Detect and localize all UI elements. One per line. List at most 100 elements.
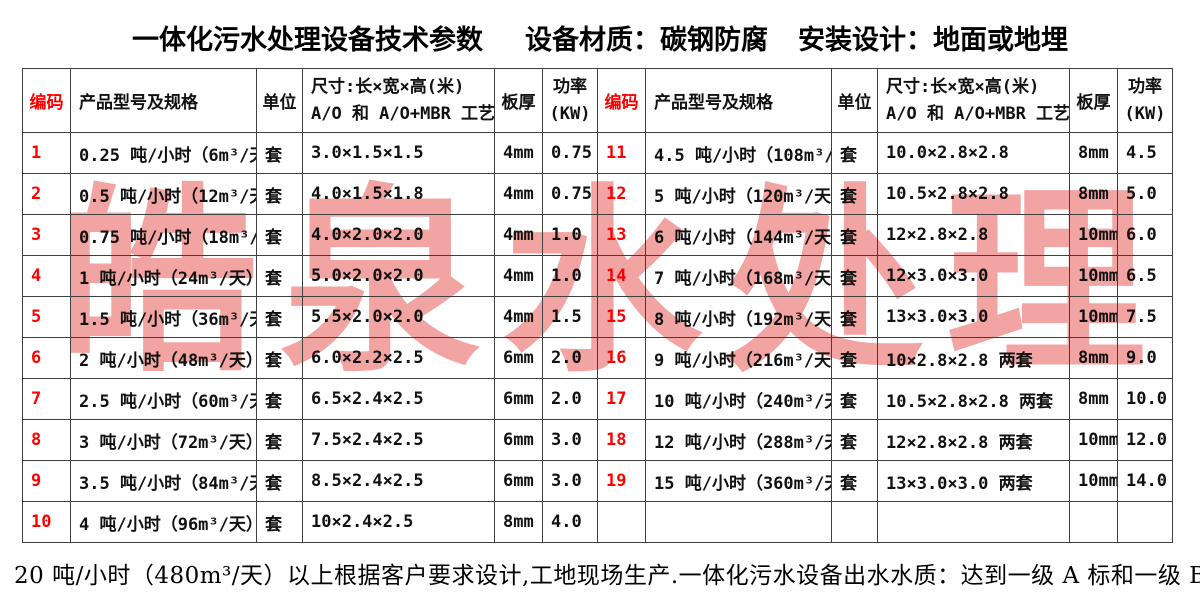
cell-size: 10.5×2.8×2.8	[877, 173, 1070, 215]
cell-unit: 套	[256, 419, 303, 461]
cell-size: 13×3.0×3.0 两套	[877, 460, 1070, 502]
cell-product: 2 吨/小时（48m³/天）	[70, 337, 257, 379]
cell-code: 9	[22, 460, 71, 502]
cell-code: 10	[22, 501, 71, 543]
cell-code: 8	[22, 419, 71, 461]
cell-code: 17	[597, 378, 646, 420]
spec-table-container: 编码 产品型号及规格 单位 尺寸:长×宽×高(米) A/O 和 A/O+MBR …	[22, 68, 1173, 543]
cell-product: 0.75 吨/小时（18m³/天）	[70, 214, 257, 256]
cell-code: 13	[597, 214, 646, 256]
cell-unit: 套	[831, 132, 878, 174]
cell-product: 2.5 吨/小时（60m³/天）	[70, 378, 257, 420]
cell-unit: 套	[831, 419, 878, 461]
cell-power: 9.0	[1117, 337, 1173, 379]
cell-power: 5.0	[1117, 173, 1173, 215]
cell-power: 1.0	[542, 255, 598, 297]
title-main: 一体化污水处理设备技术参数	[132, 25, 483, 55]
table-row: 10 4 吨/小时（96m³/天）套 10×2.4×2.5 8mm 4.0	[22, 501, 1173, 543]
cell-size: 5.5×2.0×2.0	[302, 296, 495, 338]
header-unit-left: 单位	[256, 68, 303, 133]
cell-product: 10 吨/小时（240m³/天）	[645, 378, 832, 420]
cell-code: 5	[22, 296, 71, 338]
cell-code: 4	[22, 255, 71, 297]
cell-product	[645, 501, 832, 543]
cell-power: 1.5	[542, 296, 598, 338]
header-power-line1: 功率	[553, 77, 587, 98]
cell-power: 12.0	[1117, 419, 1173, 461]
cell-size: 10.0×2.8×2.8	[877, 132, 1070, 174]
footer-note: 20 吨/小时（480m³/天）以上根据客户要求设计,工地现场生产.一体化污水设…	[14, 563, 1200, 589]
cell-power: 3.0	[542, 460, 598, 502]
cell-size: 10×2.4×2.5	[302, 501, 495, 543]
cell-power: 6.0	[1117, 214, 1173, 256]
cell-unit: 套	[256, 337, 303, 379]
cell-size: 10×2.8×2.8 两套	[877, 337, 1070, 379]
cell-thickness: 10mm	[1069, 296, 1118, 338]
cell-size: 4.0×1.5×1.8	[302, 173, 495, 215]
cell-product: 12 吨/小时（288m³/天）	[645, 419, 832, 461]
cell-product: 3 吨/小时（72m³/天）	[70, 419, 257, 461]
cell-unit	[831, 501, 878, 543]
cell-size: 4.0×2.0×2.0	[302, 214, 495, 256]
title-install: 安装设计：地面或地埋	[798, 25, 1068, 55]
cell-unit: 套	[831, 337, 878, 379]
cell-thickness: 10mm	[1069, 255, 1118, 297]
cell-code	[597, 501, 646, 543]
header-power-line1: 功率	[1128, 77, 1162, 98]
header-product-left: 产品型号及规格	[70, 68, 257, 133]
cell-thickness: 8mm	[1069, 132, 1118, 174]
cell-product: 15 吨/小时（360m³/天）	[645, 460, 832, 502]
cell-thickness: 4mm	[494, 296, 543, 338]
cell-product: 3.5 吨/小时（84m³/天）	[70, 460, 257, 502]
header-size-line2: A/O 和 A/O+MBR 工艺尺寸	[886, 103, 1070, 124]
cell-unit: 套	[256, 378, 303, 420]
cell-power	[1117, 501, 1173, 543]
cell-product: 6 吨/小时（144m³/天）	[645, 214, 832, 256]
cell-size: 3.0×1.5×1.5	[302, 132, 495, 174]
cell-code: 15	[597, 296, 646, 338]
cell-unit: 套	[831, 460, 878, 502]
header-power-line2: (KW)	[549, 103, 591, 124]
cell-size: 5.0×2.0×2.0	[302, 255, 495, 297]
cell-product: 8 吨/小时（192m³/天）	[645, 296, 832, 338]
header-size-right: 尺寸:长×宽×高(米) A/O 和 A/O+MBR 工艺尺寸	[877, 68, 1070, 133]
table-row: 93.5 吨/小时（84m³/天）套8.5×2.4×2.56mm3.01915 …	[22, 460, 1173, 502]
cell-product: 9 吨/小时（216m³/天）	[645, 337, 832, 379]
header-size-line2: A/O 和 A/O+MBR 工艺尺寸	[311, 103, 495, 124]
header-thickness-left: 板厚	[494, 68, 543, 133]
cell-product: 5 吨/小时（120m³/天）	[645, 173, 832, 215]
cell-power: 1.0	[542, 214, 598, 256]
header-code-left: 编码	[22, 68, 71, 133]
cell-unit: 套	[256, 214, 303, 256]
cell-thickness: 10mm	[1069, 214, 1118, 256]
cell-unit: 套	[831, 255, 878, 297]
cell-size: 7.5×2.4×2.5	[302, 419, 495, 461]
cell-thickness: 4mm	[494, 255, 543, 297]
header-power-right: 功率 (KW)	[1117, 68, 1173, 133]
cell-thickness	[1069, 501, 1118, 543]
cell-size	[877, 501, 1070, 543]
cell-thickness: 8mm	[1069, 378, 1118, 420]
title-material: 设备材质：碳钢防腐	[525, 25, 768, 55]
cell-code: 1	[22, 132, 71, 174]
cell-code: 19	[597, 460, 646, 502]
cell-product: 1 吨/小时（24m³/天）	[70, 255, 257, 297]
cell-unit: 套	[256, 460, 303, 502]
cell-code: 18	[597, 419, 646, 461]
header-code-right: 编码	[597, 68, 646, 133]
cell-thickness: 10mm	[1069, 460, 1118, 502]
cell-size: 10.5×2.8×2.8 两套	[877, 378, 1070, 420]
cell-code: 14	[597, 255, 646, 297]
cell-product: 4 吨/小时（96m³/天）	[70, 501, 257, 543]
cell-unit: 套	[256, 296, 303, 338]
header-thickness-right: 板厚	[1069, 68, 1118, 133]
cell-unit: 套	[831, 296, 878, 338]
cell-size: 12×2.8×2.8	[877, 214, 1070, 256]
header-product-right: 产品型号及规格	[645, 68, 832, 133]
cell-power: 4.5	[1117, 132, 1173, 174]
table-row: 10.25 吨/小时（6m³/天）套3.0×1.5×1.54mm0.75114.…	[22, 132, 1173, 174]
cell-power: 6.5	[1117, 255, 1173, 297]
